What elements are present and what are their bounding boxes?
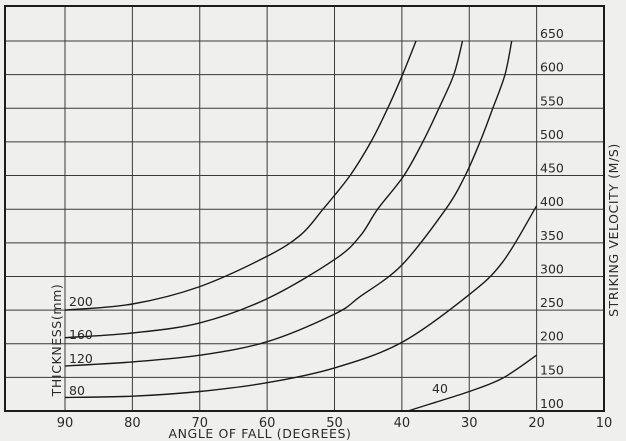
curve-label-200: 200 xyxy=(69,294,93,309)
y-tick-label: 350 xyxy=(540,228,564,243)
x-tick-label: 90 xyxy=(57,416,74,431)
y-tick-label: 450 xyxy=(540,161,564,176)
y-tick-label: 150 xyxy=(540,362,564,377)
curve-label-40: 40 xyxy=(432,381,448,396)
curve-label-120: 120 xyxy=(69,351,93,366)
x-tick-label: 40 xyxy=(394,416,411,431)
curve-labels: 200 160 120 80 40 xyxy=(69,294,448,398)
curve-thickness-160 xyxy=(64,40,464,339)
x-tick-label: 80 xyxy=(124,416,141,431)
curve-thickness-200 xyxy=(64,40,417,311)
y-tick-label: 500 xyxy=(540,127,564,142)
curve-label-80: 80 xyxy=(69,383,85,398)
x-tick-label: 60 xyxy=(259,416,276,431)
y-tick-label: 300 xyxy=(540,261,564,276)
y-axis-ticks: 100 150 200 250 300 350 400 450 500 550 600 650 xyxy=(540,26,564,411)
thickness-axis-title: THICKNESS(mm) xyxy=(49,284,64,398)
grid-lines xyxy=(5,6,605,411)
x-tick-label: 10 xyxy=(596,416,613,431)
x-tick-label: 70 xyxy=(191,416,208,431)
y-tick-label: 400 xyxy=(540,194,564,209)
curve-thickness-120 xyxy=(64,40,513,367)
y-tick-label: 650 xyxy=(540,26,564,41)
y-tick-label: 100 xyxy=(540,396,564,411)
y-tick-label: 250 xyxy=(540,295,564,310)
curve-thickness-80 xyxy=(64,205,538,399)
y-tick-label: 200 xyxy=(540,329,564,344)
y-axis-title: STRIKING VELOCITY (M/S) xyxy=(606,143,621,317)
x-tick-label: 50 xyxy=(326,416,343,431)
x-tick-label: 30 xyxy=(461,416,478,431)
curves xyxy=(64,40,538,412)
y-tick-label: 600 xyxy=(540,60,564,75)
x-axis-title: ANGLE OF FALL (DEGREES) xyxy=(168,426,351,441)
x-axis-ticks: 90 80 70 60 50 40 30 20 10 xyxy=(57,416,613,431)
curve-label-160: 160 xyxy=(69,327,93,342)
curve-thickness-40 xyxy=(407,354,537,412)
y-tick-label: 550 xyxy=(540,93,564,108)
x-tick-label: 20 xyxy=(528,416,545,431)
plot-frame xyxy=(4,5,605,412)
